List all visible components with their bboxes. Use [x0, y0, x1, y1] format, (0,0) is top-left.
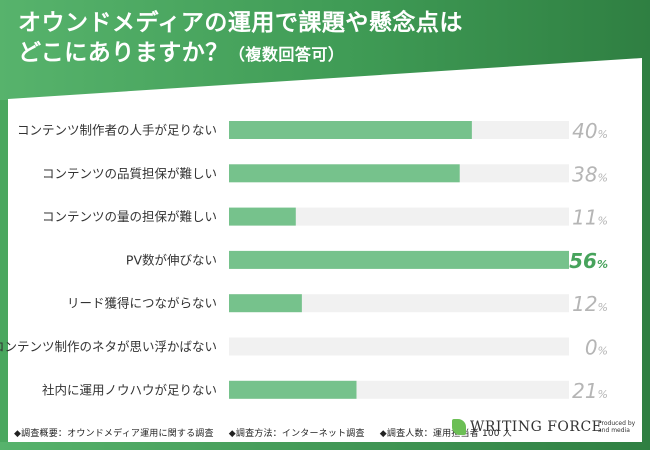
bar — [229, 380, 357, 399]
brand-name: WRITING FORCE — [470, 419, 603, 435]
bar-track — [229, 337, 569, 356]
chart-title: オウンドメディアの運用で課題や懸念点は どこにありますか？（複数回答可） — [18, 8, 638, 70]
value-label: 40% — [572, 119, 608, 143]
produced-by: Produced by and media — [598, 420, 635, 434]
bar — [229, 250, 569, 269]
value-label: 12% — [572, 292, 608, 316]
survey-summary: ◆調査概要：オウンドメディア運用に関する調査 — [14, 429, 214, 439]
value-label: 11% — [572, 206, 608, 230]
brand-logo: WRITING FORCE — [452, 419, 602, 435]
category-label: コンテンツ制作のネタが思い浮かばない — [0, 339, 217, 354]
frame-left — [0, 100, 8, 450]
value-label: 0% — [585, 336, 608, 360]
chart-card — [8, 58, 642, 418]
survey-respondents: ◆調査人数：運用担当者 100 人 — [379, 429, 512, 439]
bar — [229, 294, 302, 313]
produced-by-label: Produced by — [598, 420, 636, 427]
bar-track — [229, 294, 569, 313]
bar — [229, 207, 296, 226]
category-label: 社内に運用ノウハウが足りない — [42, 382, 217, 397]
title-line-2: どこにありますか？ — [18, 40, 229, 66]
category-label: コンテンツの量の担保が難しい — [42, 209, 217, 224]
producer-name: and media — [598, 427, 630, 434]
bar — [229, 164, 460, 183]
title-line-1: オウンドメディアの運用で課題や懸念点は — [18, 10, 463, 36]
title-note: （複数回答可） — [228, 45, 345, 64]
value-label: 21% — [572, 379, 608, 403]
value-label: 56% — [569, 249, 608, 273]
category-label: PV数が伸びない — [126, 252, 217, 267]
survey-method: ◆調査方法：インターネット調査 — [228, 429, 365, 439]
category-label: コンテンツの品質担保が難しい — [42, 166, 217, 181]
bar-track — [229, 207, 569, 226]
leaf-logo-icon — [452, 419, 466, 435]
survey-footer: ◆調査概要：オウンドメディア運用に関する調査 ◆調査方法：インターネット調査 ◆… — [14, 426, 524, 439]
bar — [229, 121, 472, 139]
category-label: リード獲得につながらない — [67, 296, 217, 311]
frame-bottom — [0, 442, 650, 450]
frame-right — [642, 50, 650, 450]
value-label: 38% — [572, 162, 608, 186]
category-label: コンテンツ制作者の人手が足りない — [17, 123, 217, 138]
